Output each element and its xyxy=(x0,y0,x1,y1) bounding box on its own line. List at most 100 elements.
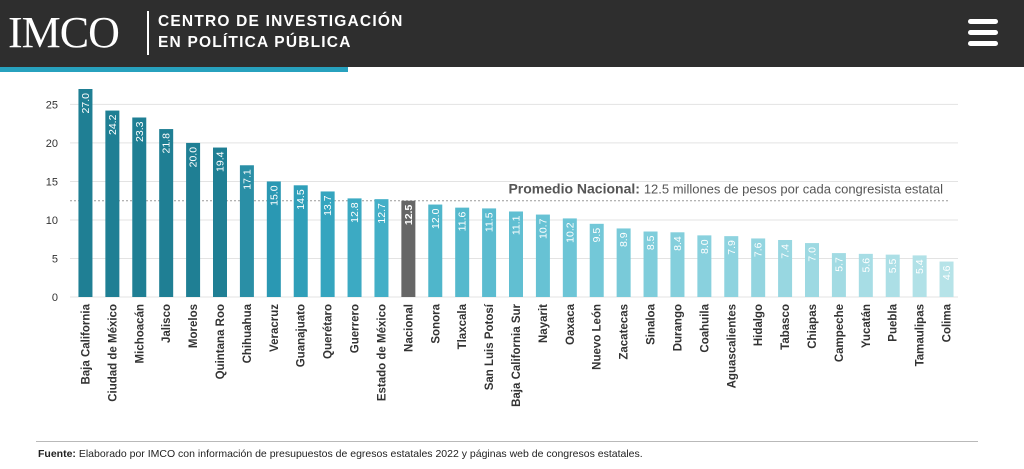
top-header: IMCO CENTRO DE INVESTIGACIÓN EN POLÍTICA… xyxy=(0,0,1024,67)
bar-chart: 0 5 10 15 20 25 Promedio Nacional: 12.5 millon… xyxy=(46,89,958,407)
bar-value-label: 11.5 xyxy=(484,212,496,232)
bar-value-label: 21.8 xyxy=(161,133,173,154)
x-tick-label: Veracruz xyxy=(269,304,281,352)
x-tick-label: Puebla xyxy=(888,303,900,341)
x-tick-label: Oaxaca xyxy=(565,303,577,345)
bar xyxy=(78,89,93,297)
y-tick-label: 5 xyxy=(52,253,58,265)
bar xyxy=(616,228,631,297)
bar xyxy=(643,231,658,297)
bar xyxy=(482,208,497,297)
bar-value-label: 8.9 xyxy=(618,232,630,247)
header-accent-bar xyxy=(0,67,348,72)
bar xyxy=(105,110,120,297)
bar xyxy=(132,117,147,297)
bar xyxy=(858,253,873,297)
bar-value-label: 27.0 xyxy=(80,93,92,114)
source-text: Elaborado por IMCO con información de pr… xyxy=(78,448,643,460)
bar-value-label: 7.6 xyxy=(753,242,765,257)
y-tick-label: 0 xyxy=(52,292,58,304)
bar xyxy=(293,185,308,297)
header-divider xyxy=(147,11,149,55)
bar xyxy=(778,239,793,297)
x-tick-label: Michoacán xyxy=(134,304,146,363)
logo-text: IMCO xyxy=(8,8,120,57)
bar-value-label: 17.1 xyxy=(241,169,253,190)
x-tick-label: Morelos xyxy=(188,304,200,348)
bar-value-label: 5.6 xyxy=(860,258,872,273)
bar-value-label: 11.6 xyxy=(457,211,469,231)
x-tick-label: Tlaxcala xyxy=(457,303,469,349)
bar-value-label: 19.4 xyxy=(215,151,227,172)
bar xyxy=(535,214,550,297)
x-tick-label: Jalisco xyxy=(161,304,173,343)
x-tick-label: Guanajuato xyxy=(296,304,308,367)
hamburger-menu-icon[interactable] xyxy=(966,15,1000,49)
bar-value-label: 13.7 xyxy=(322,195,334,216)
national-average-label: Promedio Nacional: 12.5 millones de peso… xyxy=(508,181,943,197)
source-label: Fuente: xyxy=(38,448,76,460)
org-name-line-1: CENTRO DE INVESTIGACIÓN xyxy=(158,13,404,30)
bar xyxy=(912,255,927,297)
x-tick-label: Durango xyxy=(672,304,684,351)
org-name-line-2: EN POLÍTICA PÚBLICA xyxy=(158,34,352,51)
x-tick-label: Sinaloa xyxy=(646,303,658,345)
bar-value-label: 24.2 xyxy=(107,114,119,135)
bar-value-label: 5.7 xyxy=(833,257,845,272)
bar xyxy=(320,191,335,297)
bar-value-label: 15.0 xyxy=(268,185,280,206)
bar-value-label: 5.4 xyxy=(914,259,926,274)
bar xyxy=(266,181,281,297)
bar-value-label: 23.3 xyxy=(134,121,146,142)
bar xyxy=(670,232,685,297)
x-tick-label: Sonora xyxy=(430,303,442,343)
y-tick-label: 20 xyxy=(46,138,58,150)
x-tick-label: Yucatán xyxy=(861,304,873,348)
bar-value-label: 12.7 xyxy=(376,203,388,224)
x-tick-label: Campeche xyxy=(834,304,846,362)
bar-value-label: 8.4 xyxy=(672,236,684,251)
y-tick-label: 10 xyxy=(46,215,58,227)
bar-value-label: 10.2 xyxy=(564,222,576,243)
y-tick-label: 15 xyxy=(46,176,58,188)
bar xyxy=(347,198,362,297)
bar xyxy=(885,254,900,297)
bar-value-label: 5.5 xyxy=(887,258,899,273)
bar xyxy=(374,199,389,297)
x-tick-label: Aguascalientes xyxy=(726,304,738,388)
x-tick-label: Guerrero xyxy=(350,304,362,353)
bar-value-label: 12.0 xyxy=(430,208,442,229)
bar xyxy=(589,223,604,297)
bar xyxy=(213,147,227,297)
bar xyxy=(805,243,819,297)
bar-value-label: 7.9 xyxy=(726,240,738,255)
bar xyxy=(401,200,416,297)
bar xyxy=(751,238,766,297)
bar-value-label: 14.5 xyxy=(295,189,307,210)
x-tick-label: Hidalgo xyxy=(753,304,765,346)
bar xyxy=(159,129,174,297)
bar xyxy=(939,261,954,297)
x-tick-label: Tamaulipas xyxy=(915,304,927,366)
bar xyxy=(239,165,254,297)
bar xyxy=(428,204,443,297)
bar-value-label: 11.1 xyxy=(511,215,523,235)
x-tick-label: Tabasco xyxy=(780,304,792,350)
source-note: Fuente: Elaborado por IMCO con informaci… xyxy=(38,448,643,460)
x-tick-label: Chiapas xyxy=(807,304,819,349)
x-tick-label: Chihuahua xyxy=(242,303,254,363)
bar xyxy=(697,235,712,297)
x-tick-label: Baja California Sur xyxy=(511,303,523,406)
bar xyxy=(509,211,523,297)
x-tick-label: Coahuila xyxy=(699,303,711,352)
bar-value-label: 7.0 xyxy=(807,247,819,262)
x-tick-label: Estado de México xyxy=(376,304,388,401)
x-tick-label: Colima xyxy=(942,303,954,342)
x-tick-label: Quintana Roo xyxy=(215,304,227,379)
bar xyxy=(724,236,739,297)
bar-value-label: 9.5 xyxy=(591,228,603,243)
bar xyxy=(186,142,201,297)
bar-value-label: 7.4 xyxy=(780,244,792,259)
x-tick-label: Zacatecas xyxy=(619,304,631,360)
bar-value-label: 10.7 xyxy=(537,218,549,239)
